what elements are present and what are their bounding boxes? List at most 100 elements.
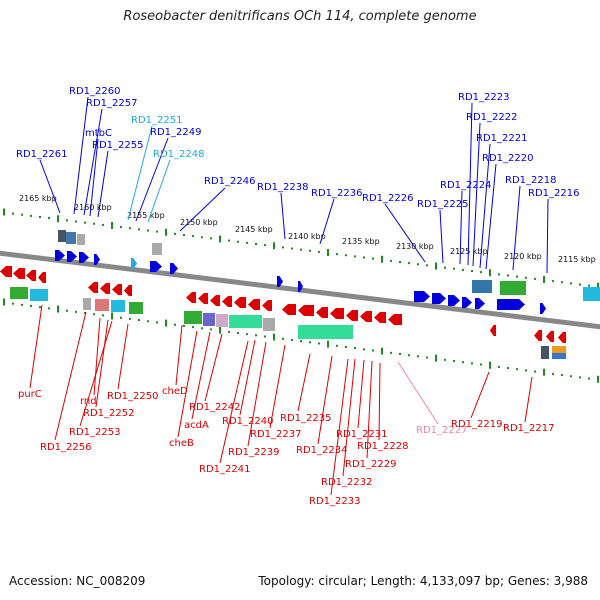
forward-gene-arrow (131, 258, 137, 269)
label-leader-line (239, 339, 256, 416)
inner-tick (255, 334, 257, 337)
reverse-gene-arrow (262, 300, 272, 311)
inner-tick (507, 367, 509, 370)
outer-tick (165, 228, 167, 236)
gene-label: rnd (80, 396, 97, 407)
gene-label: RD1_2226 (362, 193, 413, 204)
reverse-gene-arrow (88, 282, 98, 293)
kbp-label: 2160 kbp (74, 203, 112, 212)
outer-tick (39, 216, 41, 218)
reverse-gene-arrow (534, 330, 542, 341)
inner-tick (489, 361, 491, 369)
outer-tick (570, 282, 572, 285)
outer-tick (408, 262, 410, 265)
label-leader-line (467, 102, 473, 266)
outer-tick (291, 247, 293, 250)
reverse-gene-arrow (490, 325, 496, 336)
inner-tick-ring (3, 298, 599, 383)
label-leader-line (83, 108, 103, 216)
label-leader-line (485, 163, 497, 270)
outer-tick (30, 214, 32, 217)
inner-tick (345, 345, 347, 348)
gene-label: RD1_2240 (222, 416, 273, 427)
gene-label: RD1_2222 (466, 112, 517, 123)
gene-label: RD1_2217 (503, 423, 554, 434)
reverse-gene-arrow (38, 272, 46, 283)
forward-gene-arrow (497, 299, 525, 310)
inner-tick (399, 353, 401, 355)
inner-tick (282, 337, 284, 340)
gene-label: RD1_2227 (416, 425, 467, 436)
inner-tick (93, 313, 95, 316)
outer-tick-ring (3, 208, 599, 290)
kbp-label: 2120 kbp (504, 252, 542, 261)
outer-tick (309, 249, 311, 252)
outer-tick (363, 256, 365, 259)
gene-domain-box (500, 281, 526, 295)
kbp-label: 2155 kbp (127, 211, 165, 220)
label-leader-line (366, 360, 373, 459)
label-leader-line (439, 209, 444, 264)
inner-tick (219, 326, 221, 334)
inner-tick (579, 376, 581, 379)
inner-tick (336, 344, 338, 347)
inner-tick (3, 298, 5, 306)
label-leader-line (93, 317, 101, 396)
gene-label: mtbC (85, 128, 112, 139)
gene-label: cheB (169, 438, 194, 449)
gene-label: RD1_2218 (505, 175, 556, 186)
outer-tick (3, 208, 5, 216)
label-leader-line (135, 137, 169, 222)
gene-label: RD1_2219 (451, 419, 502, 430)
gene-domain-box (184, 311, 202, 324)
reverse-gene-arrow (198, 293, 208, 304)
outer-tick (480, 271, 482, 274)
label-leader-line (29, 304, 43, 389)
gene-label: RD1_2251 (131, 115, 182, 126)
gene-label: RD1_2239 (228, 447, 279, 458)
inner-tick (192, 326, 194, 329)
reverse-gene-arrow (248, 299, 260, 310)
gene-domain-box (583, 287, 600, 301)
reverse-gene-arrow (0, 266, 12, 277)
kbp-label: 2165 kbp (19, 194, 57, 203)
gene-label: RD1_2242 (189, 402, 240, 413)
outer-tick (588, 284, 590, 287)
forward-gene-arrow (170, 263, 178, 274)
outer-tick (399, 261, 401, 263)
outer-tick (120, 226, 122, 229)
gene-domain-box (95, 299, 109, 311)
outer-tick (174, 232, 176, 235)
label-leader-line (297, 353, 311, 412)
genome-title: Roseobacter denitrificans OCh 114, compl… (123, 9, 477, 24)
outer-tick (516, 275, 518, 278)
gene-domain-box (216, 314, 228, 327)
outer-tick (471, 270, 473, 272)
inner-tick (264, 335, 266, 338)
label-leader-line (357, 359, 365, 429)
forward-gene-arrow (462, 297, 472, 308)
gene-label: RD1_2220 (482, 153, 533, 164)
inner-tick (30, 305, 32, 308)
inner-tick (102, 314, 104, 317)
outer-tick (147, 229, 149, 232)
inner-tick (174, 323, 176, 326)
outer-tick (435, 262, 437, 270)
label-leader-line (247, 341, 267, 447)
outer-tick (183, 234, 185, 236)
outer-tick (417, 263, 419, 266)
inner-tick (372, 349, 374, 352)
inner-tick (138, 319, 140, 322)
outer-tick (597, 282, 599, 290)
inner-tick (66, 309, 68, 312)
gene-domain-box (30, 289, 48, 301)
gene-label: RD1_2221 (476, 133, 527, 144)
outer-tick (318, 250, 320, 253)
gene-label: RD1_2224 (440, 180, 491, 191)
gene-label: RD1_2257 (86, 98, 137, 109)
gene-label: RD1_2216 (528, 188, 579, 199)
inner-tick (291, 338, 293, 341)
reverse-gene-arrow (282, 304, 296, 315)
outer-tick (354, 255, 356, 258)
outer-tick (84, 221, 86, 224)
